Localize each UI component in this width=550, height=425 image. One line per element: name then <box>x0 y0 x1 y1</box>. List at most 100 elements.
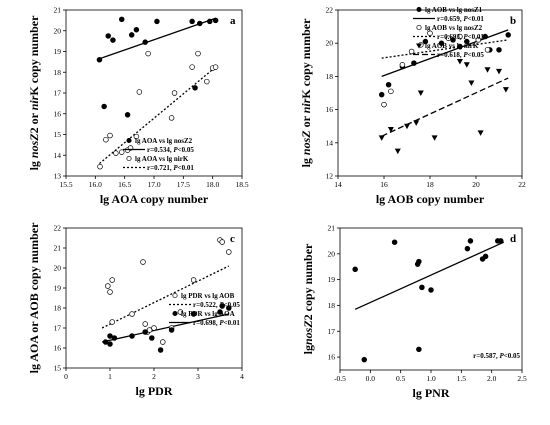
data-point <box>484 67 491 73</box>
y-axis-label: lgnosZ2 copy number <box>301 243 315 354</box>
x-tick-label: 0.0 <box>366 374 376 383</box>
data-point <box>477 130 484 136</box>
x-tick-label: -0.5 <box>334 374 346 383</box>
data-point <box>417 90 424 96</box>
data-point <box>388 88 394 95</box>
x-tick-label: 15.5 <box>59 180 72 189</box>
panel-d-chart: -0.5 0.0 0.5 1.0 1.5 2.0 2.5 16 17 18 19 20 21 lg PNR… <box>301 224 527 401</box>
data-point <box>118 16 125 23</box>
data-point <box>168 115 175 121</box>
data-point <box>212 17 219 24</box>
data-point <box>378 91 385 98</box>
data-point <box>101 103 107 110</box>
data-point <box>142 321 148 327</box>
data-point <box>467 238 474 244</box>
data-point <box>105 33 111 39</box>
legend-marker <box>416 43 422 49</box>
panel-letter: a <box>230 15 236 27</box>
panel-a-chart: 15.5 16.0 16.5 17.0 17.5 18.0 18.5 13 14 15 16 17 18… <box>27 6 249 207</box>
y-tick-label: 16 <box>54 109 62 118</box>
data-point <box>378 135 385 141</box>
x-axis-label: lg PNR <box>413 386 450 400</box>
data-point <box>464 245 471 252</box>
legend-stat: r=0.659, P<0.01 <box>437 15 484 23</box>
data-point <box>217 309 223 315</box>
data-point <box>149 335 155 341</box>
data-point <box>431 135 438 141</box>
fit-line <box>381 77 509 137</box>
data-point <box>146 327 153 333</box>
panel-letter: d <box>510 233 516 245</box>
fit-line <box>101 313 229 343</box>
y-tick-label: 20 <box>328 249 336 258</box>
y-tick-label: 16 <box>326 105 334 114</box>
y-tick-label: 20 <box>54 264 62 273</box>
data-point <box>195 50 201 57</box>
x-tick-label: 22 <box>518 180 526 189</box>
y-tick-label: 20 <box>326 39 334 48</box>
data-point <box>107 341 113 347</box>
data-point <box>133 26 140 33</box>
x-tick-label: 2 <box>152 372 156 381</box>
legend-marker <box>416 6 422 13</box>
data-point <box>419 284 425 291</box>
y-tick-label: 20 <box>54 26 62 35</box>
data-point <box>475 37 482 43</box>
y-tick-label: 14 <box>326 138 334 147</box>
y-tick-label: 18 <box>54 304 62 313</box>
x-tick-label: 17.5 <box>177 180 190 189</box>
data-point <box>133 133 140 140</box>
data-point <box>482 253 489 260</box>
y-tick-label: 18 <box>326 72 334 81</box>
data-point <box>482 33 488 40</box>
y-tick-label: 13 <box>54 172 62 181</box>
y-tick-label: 15 <box>54 130 62 139</box>
data-point <box>190 277 197 283</box>
legend-series-name: lg AOB vs lg nosZ2 <box>425 24 483 32</box>
x-tick-label: 18 <box>426 180 434 189</box>
data-point <box>136 89 143 95</box>
x-tick-label: 14 <box>334 180 342 189</box>
data-point <box>413 120 420 126</box>
y-tick-label: 18 <box>328 301 336 310</box>
fit-line <box>101 265 230 329</box>
y-tick-label: 21 <box>328 224 336 233</box>
y-tick-label: 22 <box>54 224 62 233</box>
data-point <box>456 58 463 65</box>
x-tick-label: 16 <box>380 180 388 189</box>
data-point <box>192 85 198 91</box>
data-point <box>464 38 470 45</box>
legend-series-name: lg AOB vs lg nirK <box>425 42 479 50</box>
y-tick-label: 22 <box>326 6 334 15</box>
data-point <box>154 18 160 25</box>
y-tick-label: 19 <box>328 275 336 284</box>
x-tick-label: 18.0 <box>206 180 219 189</box>
data-point <box>124 112 131 118</box>
data-point <box>151 325 157 331</box>
y-tick-label: 18 <box>54 68 62 77</box>
y-tick-label: 17 <box>328 327 336 336</box>
data-point <box>171 90 178 96</box>
data-point <box>445 35 452 41</box>
fit-line <box>99 17 216 60</box>
data-point <box>496 47 502 53</box>
legend-series-name: lg AOA vs lg nosZ2 <box>135 137 193 145</box>
data-point <box>129 333 135 339</box>
legend-stat: r=0.693, P<0.01 <box>437 33 484 41</box>
data-point <box>226 305 232 311</box>
data-point <box>416 258 422 265</box>
x-tick-label: 18.5 <box>235 180 248 189</box>
data-point <box>160 339 166 345</box>
data-point <box>381 101 387 108</box>
x-axis-label: lg AOA copy number <box>100 192 209 206</box>
y-tick-label: 16 <box>54 344 62 353</box>
fit-line <box>381 39 509 59</box>
y-tick-label: 21 <box>54 244 62 253</box>
legend-marker <box>416 24 422 31</box>
data-point <box>484 47 491 53</box>
legend-marker <box>172 310 178 317</box>
legend-stat: r=0.522, P<0.05 <box>193 301 240 309</box>
data-point <box>142 39 148 45</box>
x-tick-label: 2.0 <box>487 374 497 383</box>
